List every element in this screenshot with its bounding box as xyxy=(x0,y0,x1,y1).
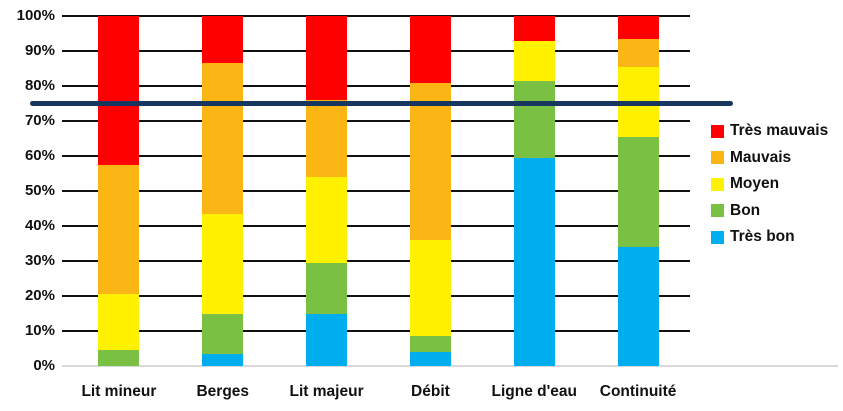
gridline-40 xyxy=(62,225,690,227)
bar-segment-bon xyxy=(513,80,555,158)
bar-continuit- xyxy=(617,16,659,366)
gridline-50 xyxy=(62,190,690,192)
legend-swatch-icon xyxy=(711,177,724,191)
legend-item-bon: Bon xyxy=(711,198,828,225)
bar-segment-tr-s-bon xyxy=(202,353,244,366)
y-axis-tick-label: 80% xyxy=(24,77,55,94)
bar-segment-tr-s-bon xyxy=(409,352,451,366)
gridline-70 xyxy=(62,120,690,122)
bar-segment-moyen xyxy=(306,177,348,263)
x-axis-label: Ligne d'eau xyxy=(491,383,578,400)
legend-item-moyen: Moyen xyxy=(711,171,828,198)
legend-swatch-icon xyxy=(711,230,724,244)
legend: Très mauvais Mauvais Moyen Bon Très bon xyxy=(711,118,828,251)
gridline-90 xyxy=(62,50,690,52)
y-axis-tick-label: 10% xyxy=(24,322,55,339)
legend-item-tr-s-mauvais: Très mauvais xyxy=(711,118,828,145)
y-axis-tick-label: 70% xyxy=(24,112,55,129)
legend-item-mauvais: Mauvais xyxy=(711,145,828,172)
y-axis-tick-label: 20% xyxy=(24,287,55,304)
bar-segment-mauvais xyxy=(617,38,659,67)
bar-segment-tr-s-bon xyxy=(617,247,659,366)
bar-segment-moyen xyxy=(513,40,555,81)
bar-segment-moyen xyxy=(98,294,140,351)
bar-segment-tr-s-mauvais xyxy=(98,16,140,165)
bar-segment-mauvais xyxy=(409,82,451,240)
gridline-100 xyxy=(62,15,690,17)
x-axis-label: Berges xyxy=(196,383,250,400)
legend-label: Mauvais xyxy=(730,148,792,166)
bar-segment-mauvais xyxy=(98,164,140,295)
bar-lit-majeur xyxy=(306,16,348,366)
bar-berges xyxy=(202,16,244,366)
bar-segment-tr-s-bon xyxy=(513,157,555,366)
x-axis-label: Débit xyxy=(411,383,450,400)
legend-swatch-icon xyxy=(711,204,724,218)
bar-segment-tr-s-mauvais xyxy=(513,16,555,41)
legend-item-tr-s-bon: Très bon xyxy=(711,224,828,251)
gridline-30 xyxy=(62,260,690,262)
reference-line-75pct xyxy=(30,101,733,106)
bar-segment-tr-s-bon xyxy=(306,313,348,366)
gridline-10 xyxy=(62,330,690,332)
gridline-0 xyxy=(62,365,838,367)
bar-segment-moyen xyxy=(409,240,451,337)
bar-segment-tr-s-mauvais xyxy=(617,16,659,39)
bar-segment-bon xyxy=(98,350,140,366)
y-axis-tick-label: 0% xyxy=(33,357,55,374)
gridline-80 xyxy=(62,85,690,87)
bar-segment-bon xyxy=(202,313,244,354)
y-axis-tick-label: 90% xyxy=(24,42,55,59)
x-axis-label: Continuité xyxy=(599,383,677,400)
bar-segment-tr-s-mauvais xyxy=(409,16,451,83)
legend-label: Très mauvais xyxy=(730,122,829,140)
bar-segment-mauvais xyxy=(202,63,244,214)
y-axis-tick-label: 30% xyxy=(24,252,55,269)
legend-label: Très bon xyxy=(730,228,795,246)
bar-segment-bon xyxy=(617,136,659,247)
bar-ligne-d-eau xyxy=(513,16,555,366)
y-axis-tick-label: 100% xyxy=(16,7,55,24)
bar-segment-tr-s-mauvais xyxy=(306,16,348,100)
legend-label: Moyen xyxy=(730,175,780,193)
bar-lit-mineur xyxy=(98,16,140,366)
legend-swatch-icon xyxy=(711,151,724,165)
gridline-60 xyxy=(62,155,690,157)
y-axis-tick-label: 60% xyxy=(24,147,55,164)
bar-segment-tr-s-mauvais xyxy=(202,16,244,64)
bar-d-bit xyxy=(409,16,451,366)
legend-label: Bon xyxy=(730,201,761,219)
bar-segment-bon xyxy=(306,262,348,314)
x-axis-label: Lit majeur xyxy=(289,383,364,400)
legend-swatch-icon xyxy=(711,124,724,138)
x-axis-label: Lit mineur xyxy=(81,383,157,400)
bar-segment-mauvais xyxy=(306,100,348,177)
gridline-20 xyxy=(62,295,690,297)
y-axis-tick-label: 50% xyxy=(24,182,55,199)
bar-segment-bon xyxy=(409,336,451,352)
bar-segment-moyen xyxy=(202,213,244,314)
y-axis-tick-label: 40% xyxy=(24,217,55,234)
